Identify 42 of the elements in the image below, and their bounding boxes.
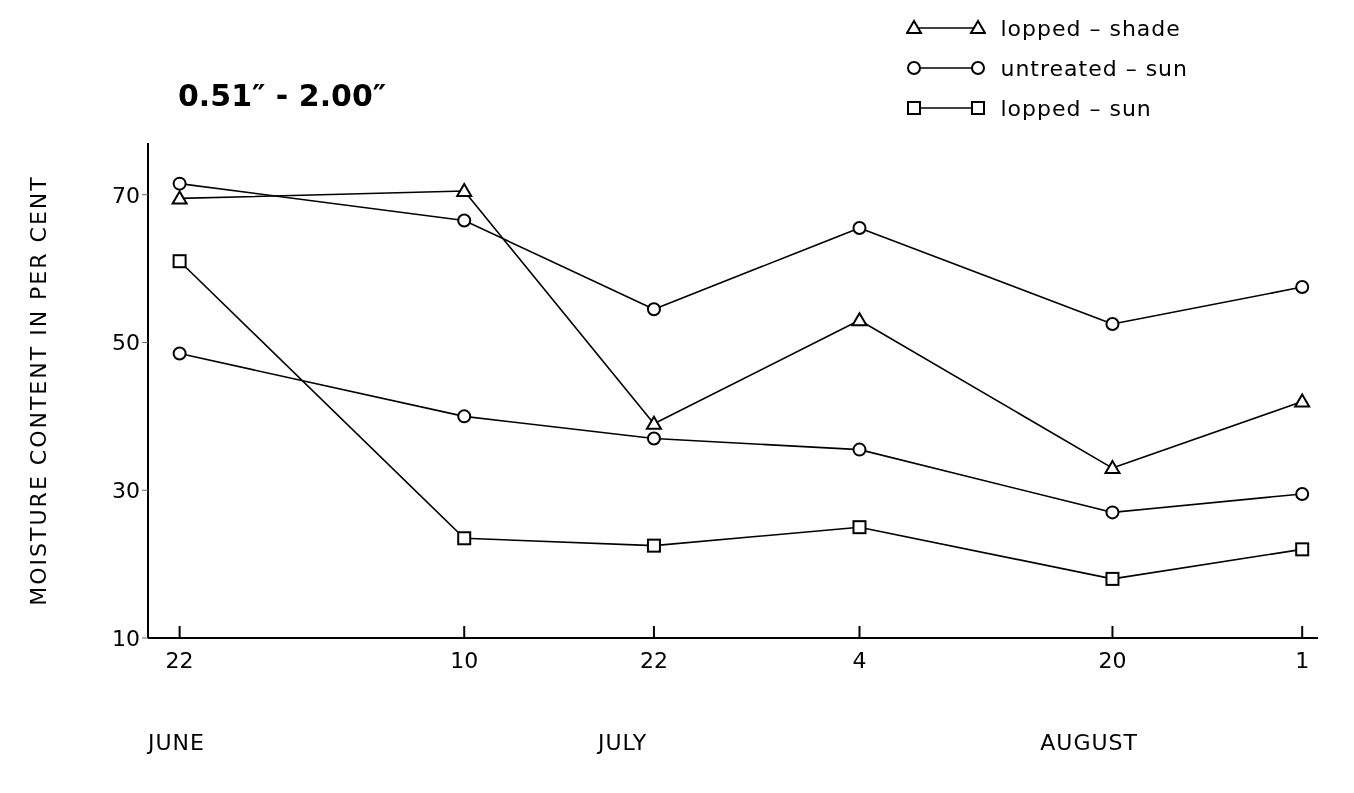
point <box>457 531 472 546</box>
point <box>1294 393 1311 408</box>
text: AUGUST <box>1040 730 1138 755</box>
point <box>171 190 188 205</box>
legend-label: lopped – shade <box>1000 15 1181 41</box>
y-axis-title: MOISTURE CONTENT IN PER CENT <box>25 175 51 606</box>
point <box>852 220 867 235</box>
point <box>646 431 661 446</box>
x-tick-label: 22 <box>165 647 194 673</box>
point <box>1105 317 1120 332</box>
x-tick-label: 4 <box>852 647 867 673</box>
y-tick-label: 10 <box>112 625 140 651</box>
point <box>1105 505 1120 520</box>
point <box>852 442 867 457</box>
x-tick-label: 22 <box>639 647 668 673</box>
point <box>646 302 661 317</box>
text: JULY <box>597 730 648 755</box>
chart-title: 0.51″ - 2.00″ <box>178 78 387 113</box>
point <box>1295 280 1310 295</box>
y-tick-label: 30 <box>112 478 140 504</box>
point <box>1295 486 1310 501</box>
point <box>172 176 187 191</box>
point <box>645 415 662 430</box>
point <box>1105 571 1120 586</box>
y-tick-label: 50 <box>112 330 140 356</box>
x-tick-label: 1 <box>1295 647 1310 673</box>
legend-label: lopped – sun <box>1000 95 1152 121</box>
point <box>456 183 473 198</box>
y-tick-label: 70 <box>112 182 140 208</box>
point <box>172 254 187 269</box>
point <box>457 213 472 228</box>
legend-label: untreated – sun <box>1000 55 1188 81</box>
x-tick-label: 10 <box>450 647 479 673</box>
point <box>646 538 661 553</box>
point <box>1104 460 1121 475</box>
point <box>852 520 867 535</box>
x-tick-label: 20 <box>1098 647 1127 673</box>
point <box>1295 542 1310 557</box>
point <box>172 346 187 361</box>
point <box>851 312 868 327</box>
text: JUNE <box>148 730 205 755</box>
point <box>457 409 472 424</box>
